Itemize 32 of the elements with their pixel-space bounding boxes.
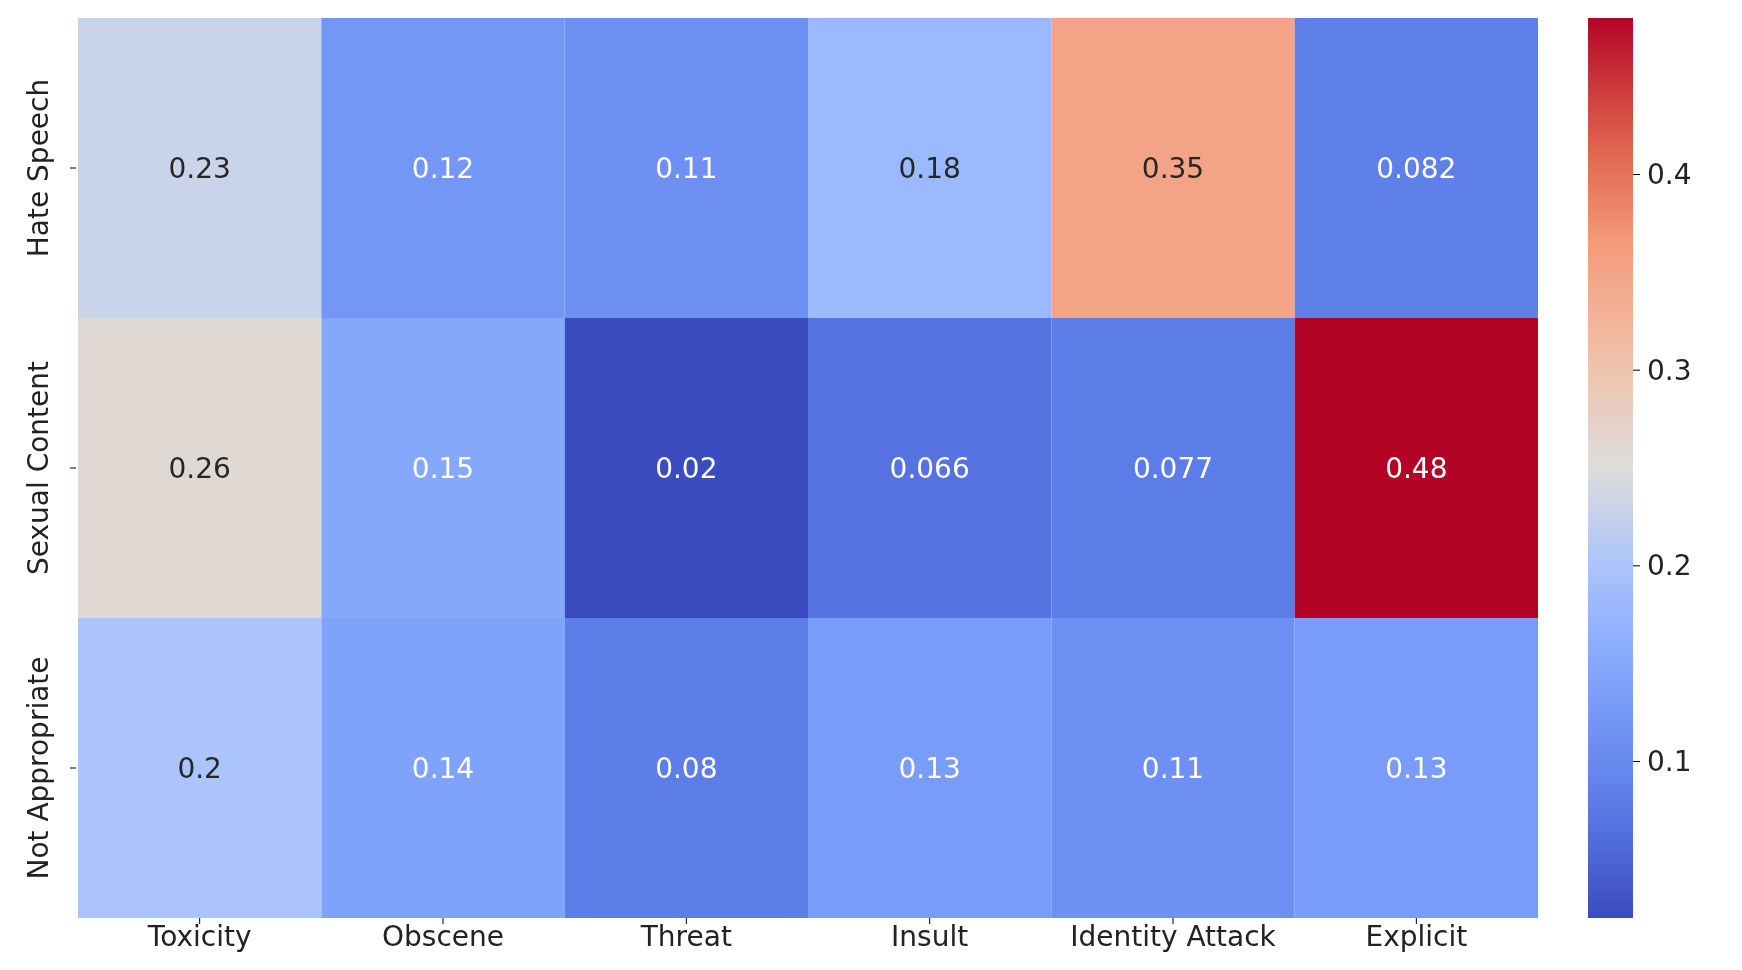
y-tick-label: Not Appropriate (22, 656, 55, 880)
data-label: 0.26 (168, 451, 231, 485)
data-label: 0.11 (655, 151, 718, 185)
data-label: 0.11 (1141, 751, 1205, 785)
data-label: 0.2 (177, 751, 222, 785)
data-label: 0.066 (889, 451, 970, 485)
color-bar-label: 0.1 (1647, 744, 1692, 778)
data-label: 0.077 (1132, 451, 1214, 485)
x-tick-label: Threat (639, 919, 732, 953)
x-tick-label: Toxicity (146, 919, 252, 953)
data-label: 0.23 (168, 151, 231, 185)
x-tick-label: Insult (891, 919, 969, 953)
color-bar-label: 0.2 (1647, 549, 1692, 583)
data-label: 0.18 (898, 151, 961, 185)
x-tick-label: Identity Attack (1070, 919, 1277, 953)
x-tick-label: Explicit (1365, 919, 1468, 953)
data-label: 0.13 (1385, 751, 1448, 785)
color-scale: 0.1 0.2 0.3 0.4 (1548, 8, 1728, 968)
x-tick-label: Obscene (382, 919, 504, 953)
data-label: 0.082 (1376, 151, 1457, 185)
data-label: 0.12 (411, 151, 475, 185)
color-bar-label: 0.4 (1647, 158, 1692, 192)
color-bar-label: 0.3 (1647, 353, 1692, 387)
data-label: 0.08 (655, 751, 718, 785)
data-label: 0.15 (411, 451, 475, 485)
data-label: 0.48 (1385, 451, 1448, 485)
data-label: 0.02 (655, 451, 718, 485)
data-label: 0.13 (898, 751, 961, 785)
y-tick-label: Sexual Content (22, 360, 55, 576)
data-label: 0.14 (411, 751, 475, 785)
data-label: 0.35 (1141, 151, 1205, 185)
y-tick-label: Hate Speech (22, 78, 55, 258)
